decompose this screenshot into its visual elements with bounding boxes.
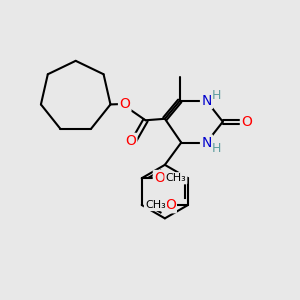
Text: N: N bbox=[201, 136, 212, 150]
Text: O: O bbox=[165, 198, 176, 212]
Text: O: O bbox=[241, 115, 252, 129]
Text: H: H bbox=[212, 88, 222, 101]
Text: O: O bbox=[119, 97, 130, 111]
Text: H: H bbox=[212, 142, 222, 155]
Text: CH₃: CH₃ bbox=[166, 173, 186, 183]
Text: O: O bbox=[154, 171, 165, 185]
Text: O: O bbox=[125, 134, 136, 148]
Text: CH₃: CH₃ bbox=[145, 200, 166, 210]
Text: N: N bbox=[201, 94, 212, 108]
